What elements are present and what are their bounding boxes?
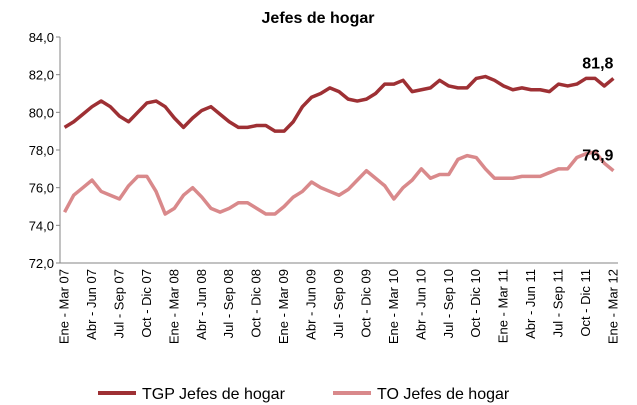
x-tick-label: Abr - Jun 10	[413, 269, 428, 340]
x-tick-label: Jul - Sep 10	[441, 269, 456, 338]
y-tick-label: 78,0	[29, 143, 54, 158]
x-tick-label: Abr - Jun 07	[84, 269, 99, 340]
data-label: 81,8	[582, 55, 613, 72]
x-tick-label: Abr - Jun 09	[304, 269, 319, 340]
x-tick-label: Jul - Sep 11	[551, 269, 566, 337]
data-label: 76,9	[582, 148, 613, 165]
x-tick-label: Ene - Mar 10	[386, 269, 401, 344]
x-tick-label: Ene - Mar 08	[166, 269, 181, 344]
x-tick-label: Oct - Dic 07	[139, 269, 154, 338]
y-tick-label: 84,0	[29, 30, 54, 45]
y-tick-label: 82,0	[29, 68, 54, 83]
x-tick-label: Jul - Sep 09	[331, 269, 346, 338]
x-tick-label: Ene - Mar 11	[496, 269, 511, 343]
legend-label: TGP Jefes de hogar	[142, 386, 286, 403]
y-tick-label: 72,0	[29, 256, 54, 271]
x-tick-label: Oct - Dic 11	[578, 269, 593, 337]
x-tick-label: Oct - Dic 10	[468, 269, 483, 338]
x-tick-label: Ene - Mar 12	[605, 269, 620, 344]
y-tick-label: 80,0	[29, 105, 54, 120]
x-tick-label: Abr - Jun 08	[194, 269, 209, 340]
x-tick-label: Oct - Dic 08	[249, 269, 264, 338]
y-tick-label: 76,0	[29, 181, 54, 196]
x-tick-label: Jul - Sep 07	[111, 269, 126, 338]
x-tick-label: Oct - Dic 09	[358, 269, 373, 338]
series-line	[63, 74, 615, 133]
legend-label: TO Jefes de hogar	[377, 386, 510, 403]
x-tick-label: Ene - Mar 07	[57, 269, 72, 344]
chart-title: Jefes de hogar	[262, 10, 375, 27]
series-line	[63, 150, 615, 216]
x-tick-label: Jul - Sep 08	[221, 269, 236, 338]
x-tick-label: Abr - Jun 11	[523, 269, 538, 339]
x-tick-label: Ene - Mar 09	[276, 269, 291, 344]
y-tick-label: 74,0	[29, 218, 54, 233]
